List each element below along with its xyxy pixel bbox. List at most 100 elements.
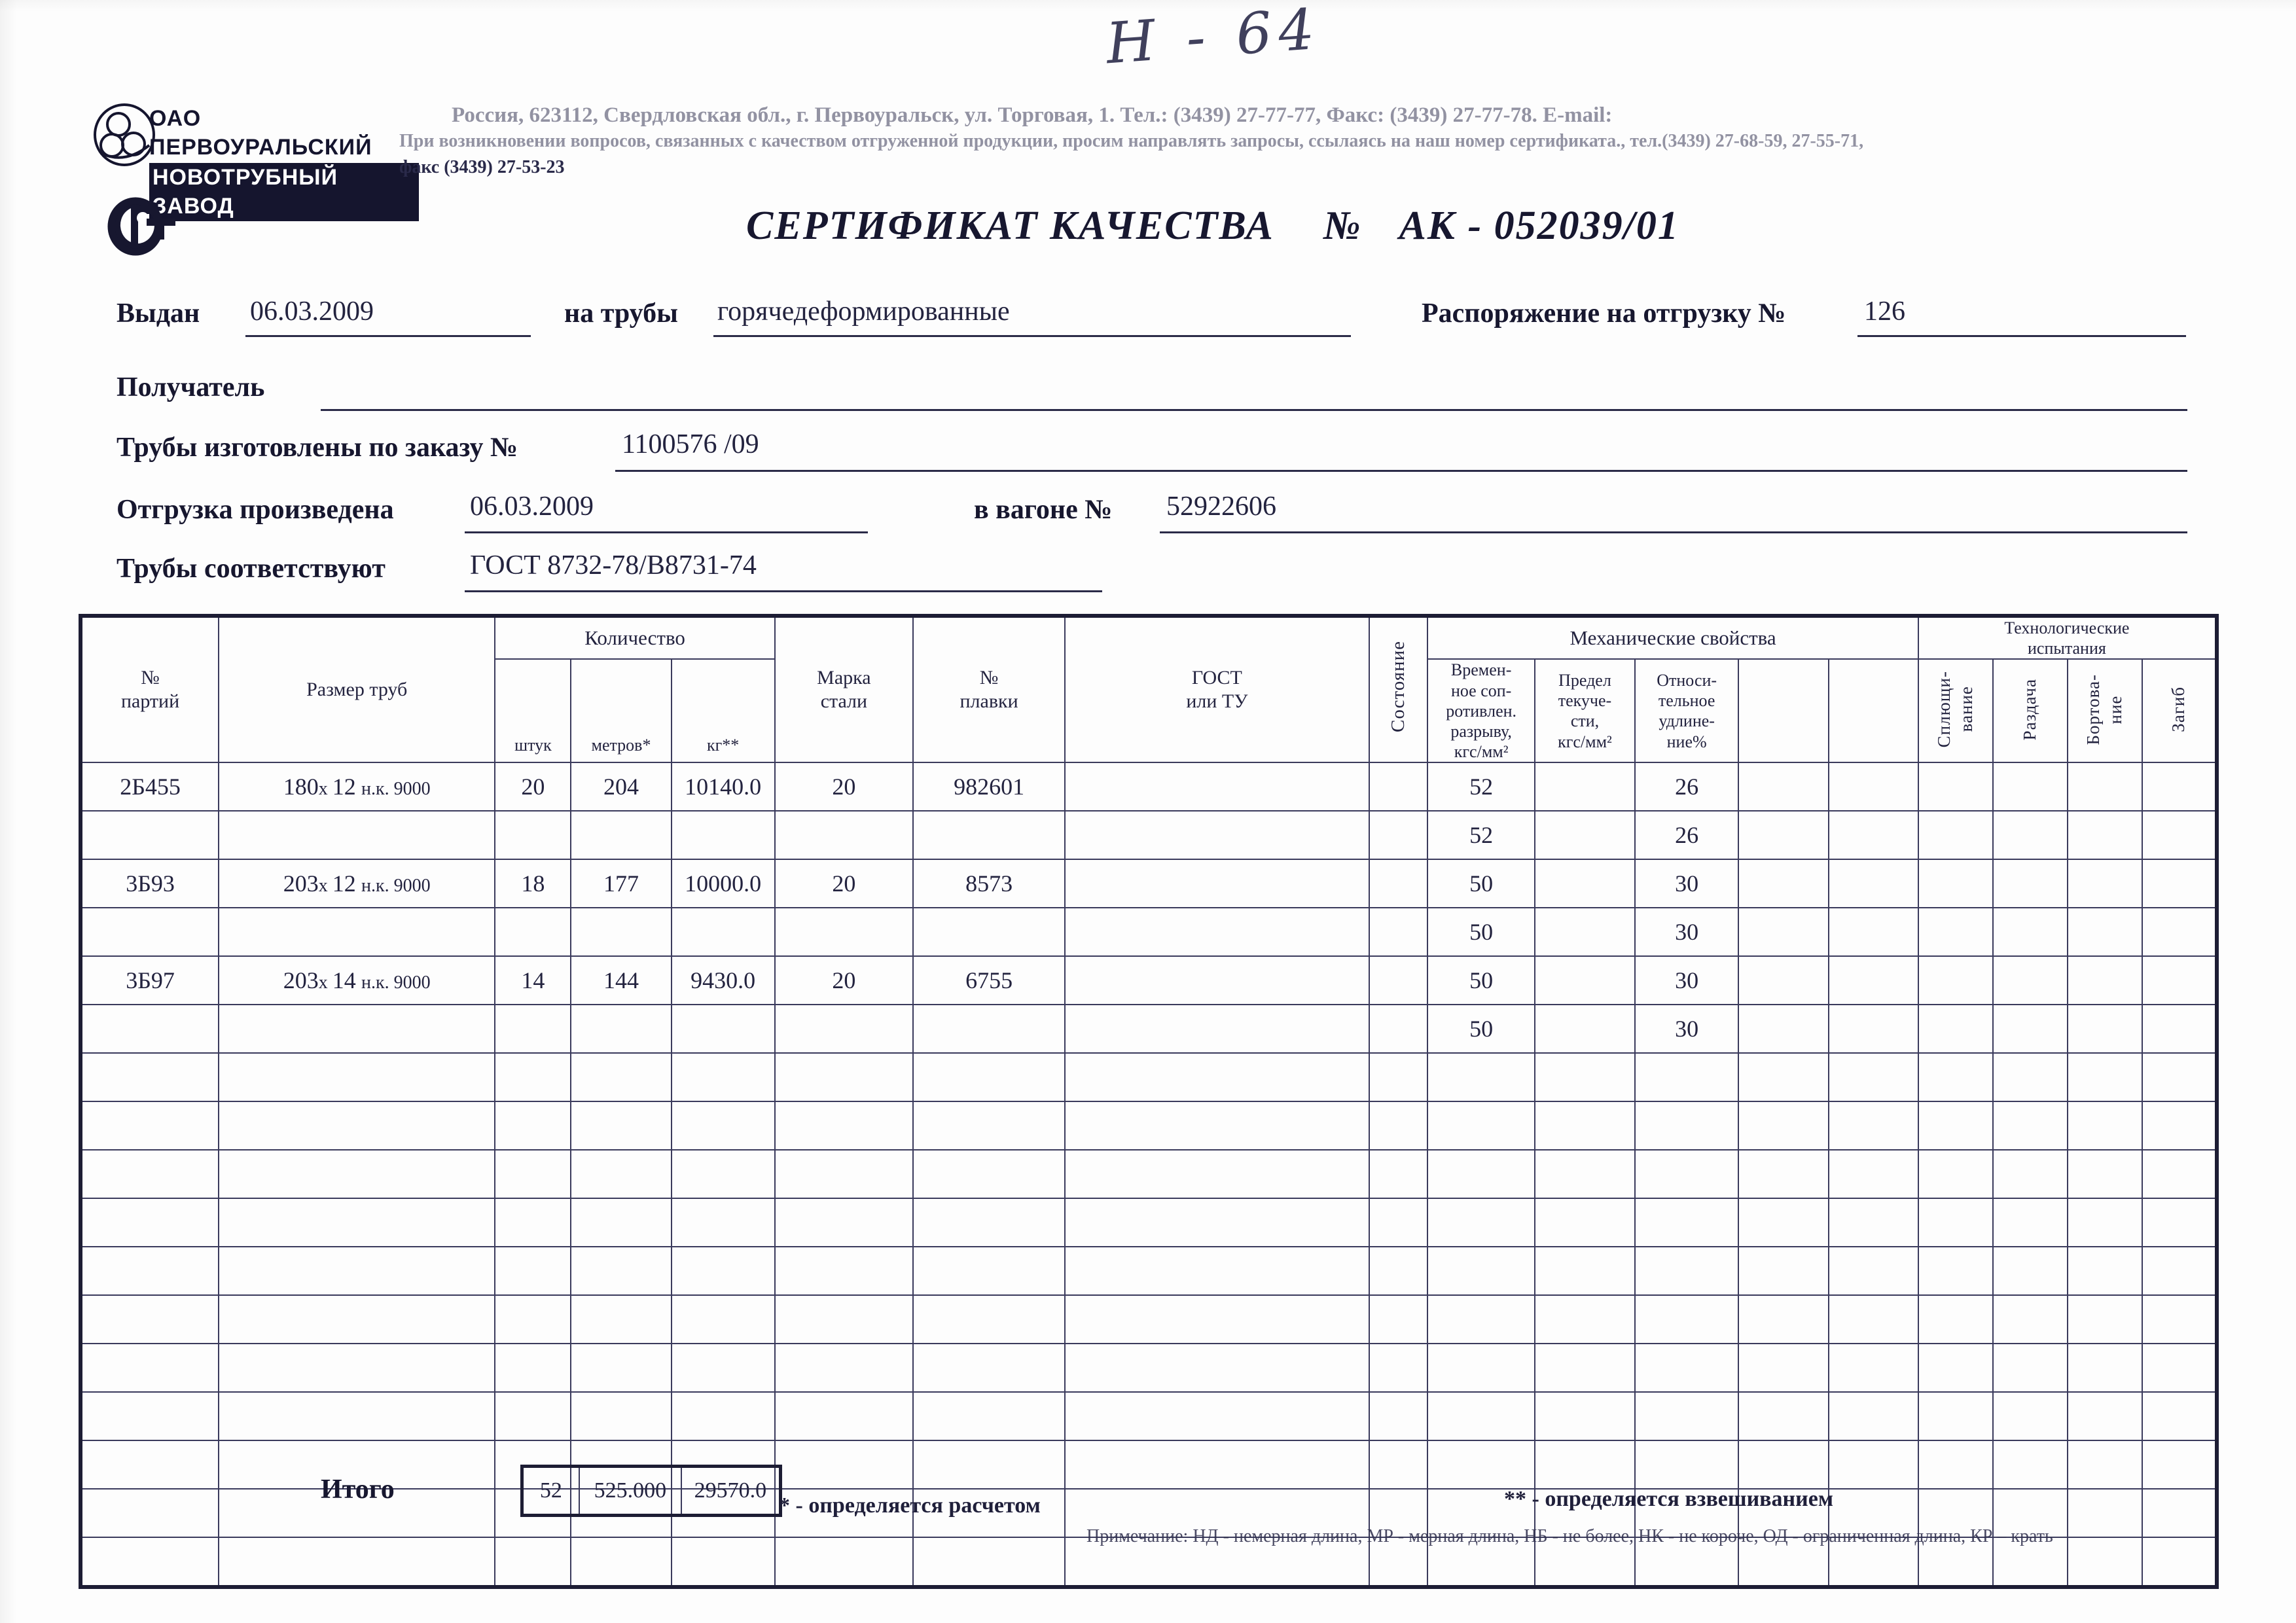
cell-meters bbox=[570, 1343, 672, 1393]
shipping-order-underline bbox=[1857, 335, 2186, 337]
cell-expansion bbox=[1992, 955, 2068, 1006]
cell-blank bbox=[1827, 1101, 1919, 1151]
title-number-label: № bbox=[1323, 204, 1362, 248]
cell-blank bbox=[1738, 1004, 1829, 1054]
header-technological-group: Технологические испытания bbox=[1917, 613, 2219, 660]
cell-blank bbox=[1738, 1246, 1829, 1296]
cell-kg bbox=[670, 1149, 776, 1200]
cell-kg bbox=[670, 1101, 776, 1151]
cell-flattening bbox=[1917, 762, 1994, 812]
totals-meters: 525.000 bbox=[580, 1468, 682, 1514]
cell-meters: 177 bbox=[570, 859, 672, 909]
cell-flanging bbox=[2066, 1052, 2143, 1103]
cell-lot-no: 3Б97 bbox=[78, 955, 220, 1006]
cell-gost bbox=[1064, 859, 1370, 909]
title-text: СЕРТИФИКАТ КАЧЕСТВА bbox=[746, 204, 1274, 248]
cell-condition bbox=[1368, 955, 1429, 1006]
cell-pipe-size: 203х 14 н.к. 9000 bbox=[218, 955, 496, 1006]
cell-pipe-size bbox=[218, 1246, 496, 1296]
cell-tensile bbox=[1427, 1052, 1535, 1103]
cell-flattening bbox=[1917, 1343, 1994, 1393]
cell-yield bbox=[1534, 1537, 1636, 1590]
cell-bending bbox=[2141, 1488, 2219, 1539]
cell-meters bbox=[570, 1101, 672, 1151]
cell-elongation bbox=[1634, 1391, 1740, 1442]
cell-blank bbox=[1738, 1198, 1829, 1248]
cell-kg bbox=[670, 1052, 776, 1103]
handwritten-annotation: Н - 64 bbox=[1103, 0, 1323, 77]
issued-underline bbox=[245, 335, 531, 337]
cell-blank bbox=[1738, 955, 1829, 1006]
cell-condition bbox=[1368, 859, 1429, 909]
cell-gost bbox=[1064, 1052, 1370, 1103]
table-row: 52 26 bbox=[78, 810, 2219, 861]
table-row bbox=[78, 1537, 2219, 1590]
cell-blank bbox=[1827, 955, 1919, 1006]
cell-tensile: 50 bbox=[1427, 907, 1535, 957]
cell-gost bbox=[1064, 1101, 1370, 1151]
cell-flanging bbox=[2066, 762, 2143, 812]
header-heat-no: № плавки bbox=[912, 613, 1066, 764]
cell-pipe-size bbox=[218, 1004, 496, 1054]
cell-blank bbox=[1827, 1004, 1919, 1054]
cell-expansion bbox=[1992, 1440, 2068, 1490]
cell-condition bbox=[1368, 1537, 1429, 1590]
cell-condition bbox=[1368, 762, 1429, 812]
pipes-label: на трубы bbox=[564, 298, 678, 329]
cell-steel-grade bbox=[774, 1488, 914, 1539]
cell-pipe-size bbox=[218, 1294, 496, 1345]
cell-flattening bbox=[1917, 1488, 1994, 1539]
issued-label: Выдан bbox=[117, 298, 200, 329]
cell-expansion bbox=[1992, 1004, 2068, 1054]
table-row bbox=[78, 1440, 2219, 1490]
cell-meters bbox=[570, 1488, 672, 1539]
cell-kg bbox=[670, 1004, 776, 1054]
cell-elongation: 26 bbox=[1634, 810, 1740, 861]
cell-blank bbox=[1738, 1101, 1829, 1151]
cell-heat-no bbox=[912, 1101, 1066, 1151]
cell-kg bbox=[670, 1246, 776, 1296]
cell-pipe-size bbox=[218, 907, 496, 957]
cell-flanging bbox=[2066, 1537, 2143, 1590]
cell-condition bbox=[1368, 1343, 1429, 1393]
cell-yield bbox=[1534, 1488, 1636, 1539]
header-expansion: Раздача bbox=[1992, 658, 2068, 764]
cell-yield bbox=[1534, 762, 1636, 812]
cell-steel-grade bbox=[774, 1537, 914, 1590]
cell-flanging bbox=[2066, 955, 2143, 1006]
cell-yield bbox=[1534, 1391, 1636, 1442]
cell-flattening bbox=[1917, 1537, 1994, 1590]
cell-bending bbox=[2141, 1391, 2219, 1442]
cell-condition bbox=[1368, 1101, 1429, 1151]
cell-yield bbox=[1534, 1198, 1636, 1248]
cell-blank bbox=[1827, 1294, 1919, 1345]
cell-kg bbox=[670, 1294, 776, 1345]
cell-elongation: 30 bbox=[1634, 955, 1740, 1006]
cell-elongation bbox=[1634, 1343, 1740, 1393]
cell-steel-grade bbox=[774, 1391, 914, 1442]
company-logo: ОАО ПЕРВОУРАЛЬСКИЙ НОВОТРУБНЫЙ ЗАВОД bbox=[92, 98, 419, 222]
cell-lot-no bbox=[78, 1052, 220, 1103]
cell-gost bbox=[1064, 810, 1370, 861]
cell-flanging bbox=[2066, 1246, 2143, 1296]
cell-bending bbox=[2141, 1101, 2219, 1151]
cell-steel-grade bbox=[774, 1343, 914, 1393]
cell-pieces bbox=[494, 1537, 572, 1590]
totals-label: Итого bbox=[321, 1474, 395, 1505]
cell-flattening bbox=[1917, 1101, 1994, 1151]
cell-gost bbox=[1064, 1004, 1370, 1054]
cell-flanging bbox=[2066, 907, 2143, 957]
cell-heat-no bbox=[912, 1343, 1066, 1393]
cell-blank bbox=[1827, 859, 1919, 909]
cell-elongation bbox=[1634, 1488, 1740, 1539]
cell-blank bbox=[1738, 1537, 1829, 1590]
table-row bbox=[78, 1488, 2219, 1539]
cell-meters bbox=[570, 1052, 672, 1103]
cell-flattening bbox=[1917, 1246, 1994, 1296]
cell-bending bbox=[2141, 1246, 2219, 1296]
cell-blank bbox=[1738, 810, 1829, 861]
cell-gost bbox=[1064, 1198, 1370, 1248]
cell-yield bbox=[1534, 1149, 1636, 1200]
table-header: № партий Размер труб Количество Марка ст… bbox=[78, 613, 2219, 764]
